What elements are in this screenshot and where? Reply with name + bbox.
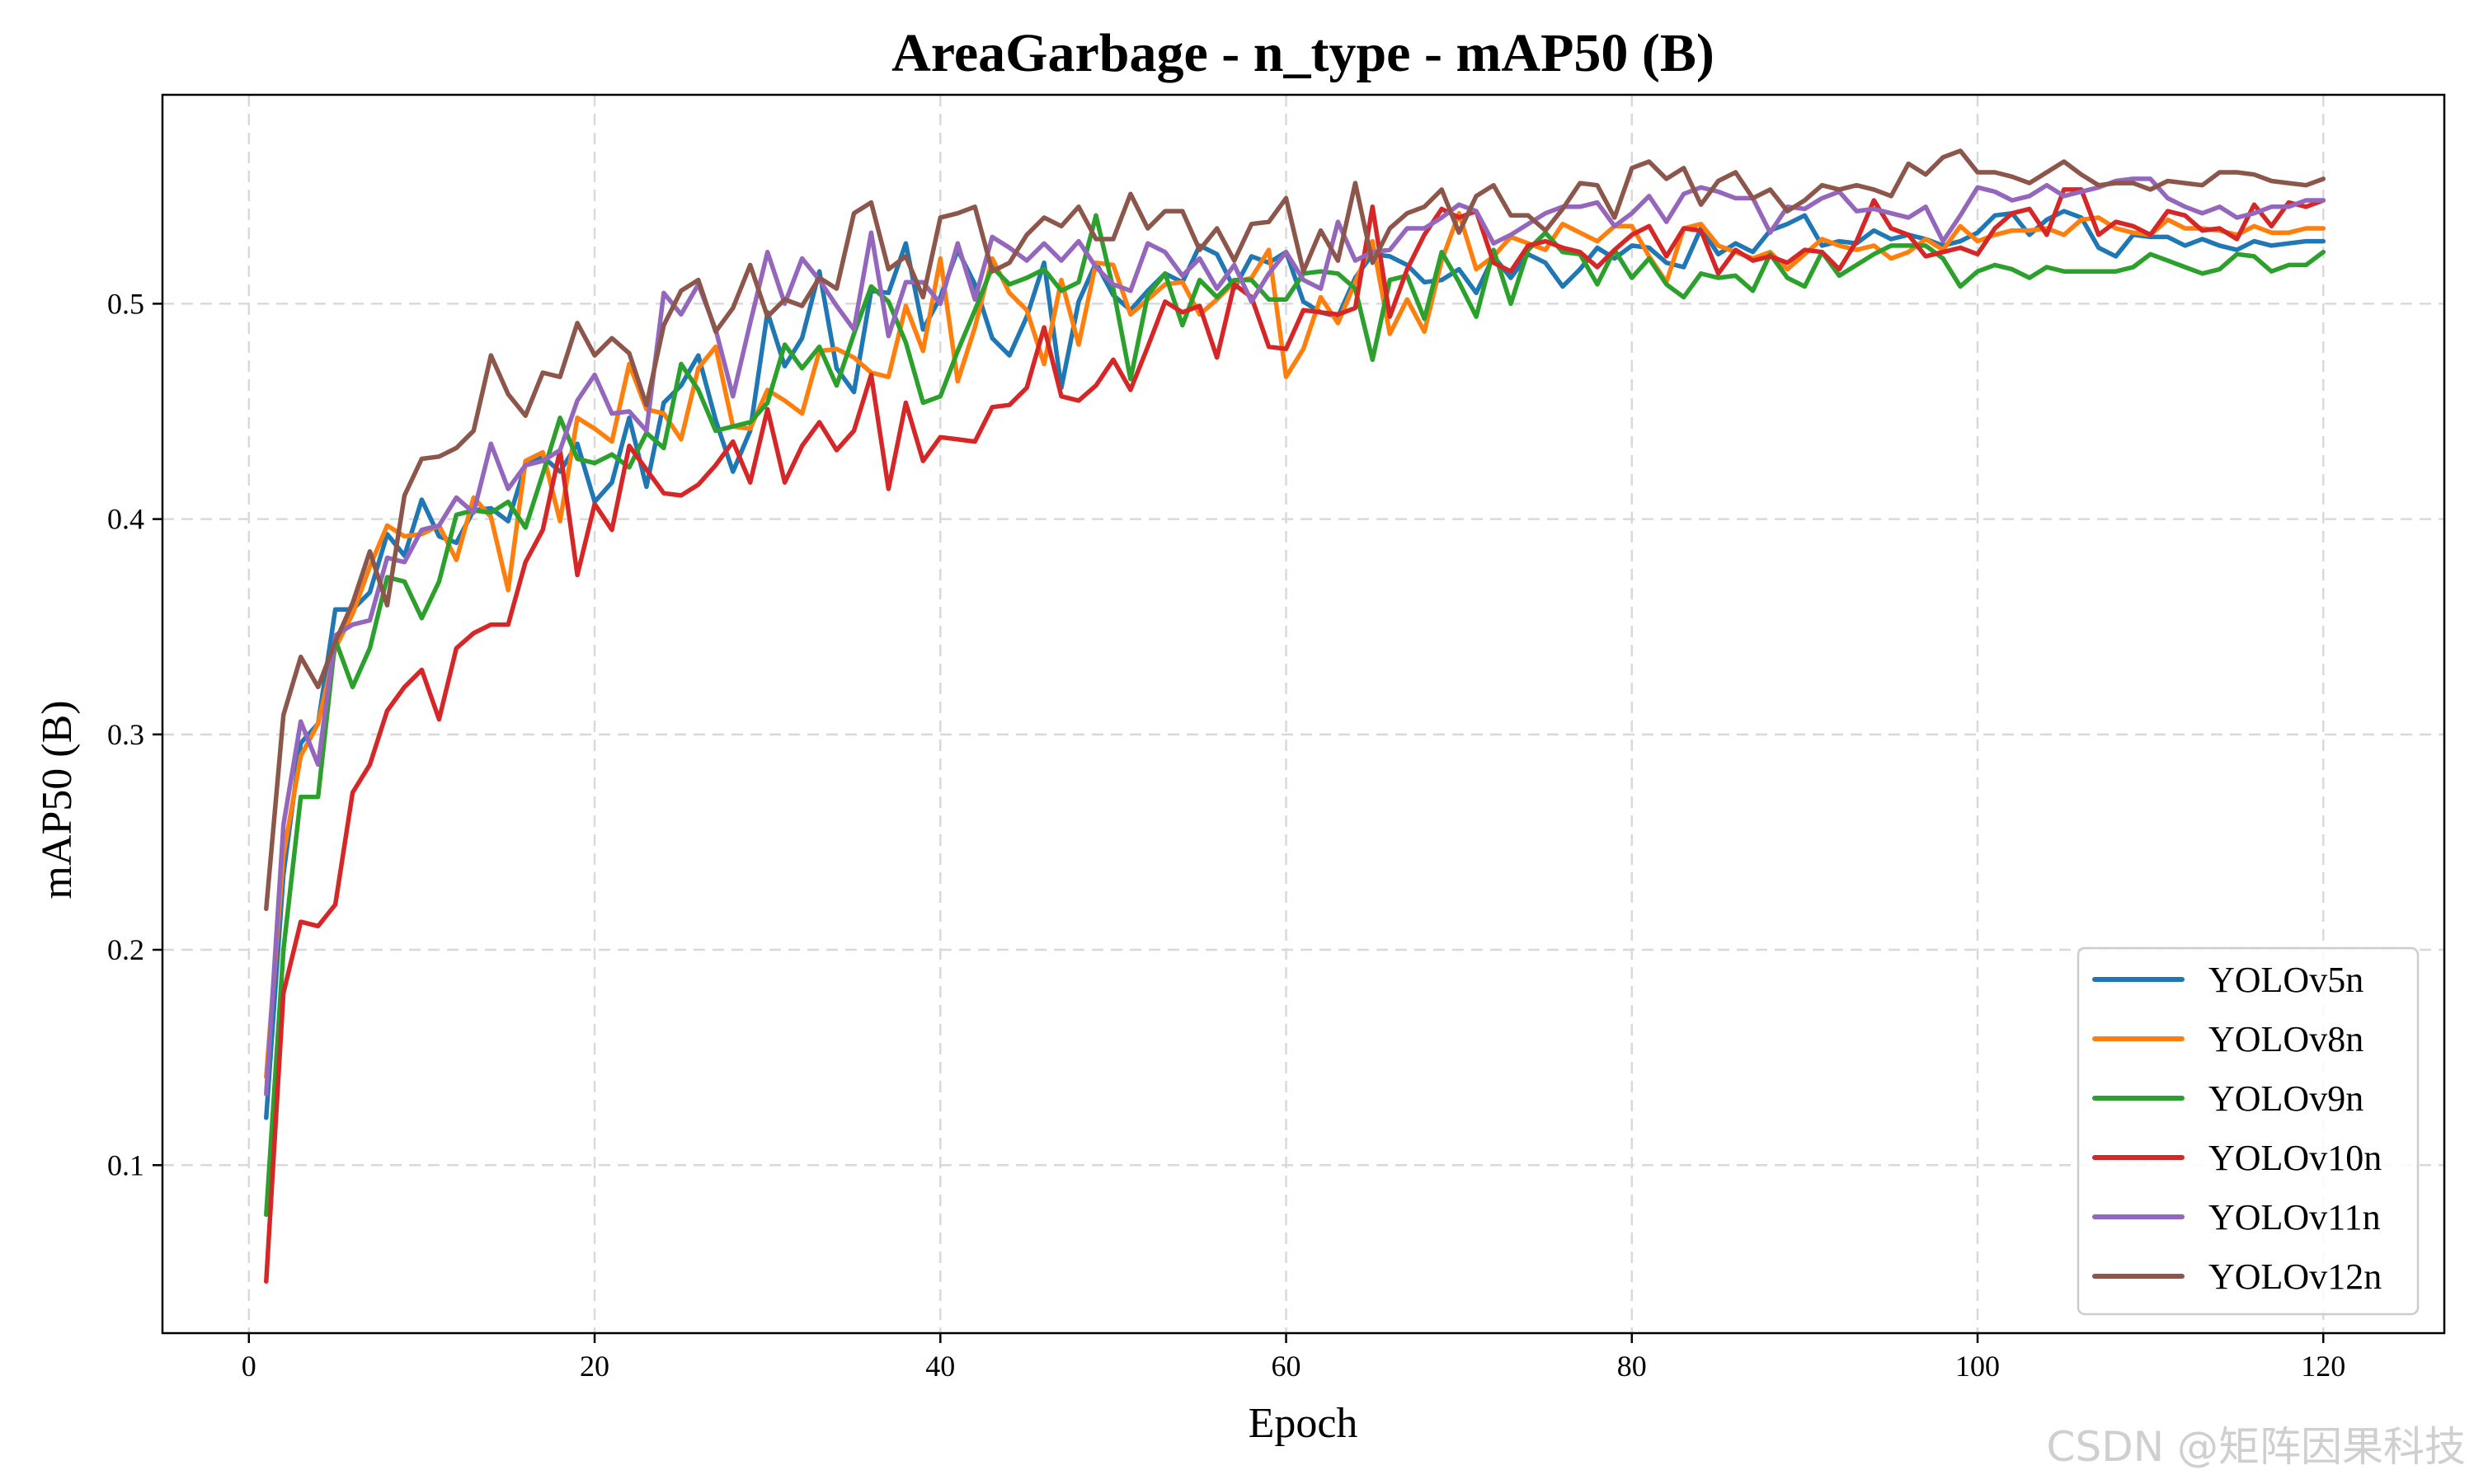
x-tick-label: 60 — [1272, 1350, 1301, 1383]
series-line-yolov8n — [264, 210, 2326, 1079]
x-tick-label: 0 — [242, 1350, 256, 1383]
series-line-yolov10n — [264, 187, 2326, 1284]
watermark-text: CSDN @矩阵因果科技 — [2047, 1423, 2466, 1471]
series-line-yolov11n — [264, 176, 2326, 1097]
y-tick-label: 0.2 — [107, 933, 144, 966]
y-tick-label: 0.1 — [107, 1148, 144, 1181]
y-tick-label: 0.3 — [107, 718, 144, 751]
legend: YOLOv5n YOLOv8n YOLOv9n YOLOv10n YOLOv11n YOL… — [2077, 946, 2420, 1316]
y-tick-label: 0.5 — [107, 287, 144, 320]
chart-title: AreaGarbage - n_type - mAP50 (B) — [891, 23, 1714, 83]
series-line-yolov9n — [264, 213, 2326, 1218]
legend-items: YOLOv5n YOLOv8n YOLOv9n YOLOv10n YOLOv11n YOL… — [2092, 960, 2382, 1297]
x-tick-label: 100 — [1955, 1350, 2000, 1383]
legend-label: YOLOv12n — [2208, 1256, 2382, 1297]
y-axis-label: mAP50 (B) — [34, 700, 81, 899]
series-line-yolov5n — [264, 209, 2326, 1120]
legend-label: YOLOv10n — [2208, 1138, 2382, 1178]
series-layer — [264, 148, 2326, 1284]
legend-label: YOLOv9n — [2208, 1078, 2363, 1119]
x-tick-label: 20 — [580, 1350, 609, 1383]
x-tick-label: 80 — [1617, 1350, 1647, 1383]
legend-label: YOLOv8n — [2208, 1019, 2363, 1059]
series-line-yolov12n — [264, 148, 2326, 912]
plot-frame — [161, 93, 2446, 1335]
legend-label: YOLOv11n — [2208, 1197, 2381, 1237]
x-axis-label: Epoch — [1249, 1400, 1358, 1447]
x-tick-label: 120 — [2301, 1350, 2345, 1383]
y-tick-label: 0.4 — [107, 503, 144, 536]
axis-ticks: 0 20 40 60 80 100 120 0.1 0.2 0.3 0.4 0.5 — [107, 287, 2345, 1383]
legend-label: YOLOv5n — [2208, 960, 2363, 1000]
x-tick-label: 40 — [925, 1350, 955, 1383]
